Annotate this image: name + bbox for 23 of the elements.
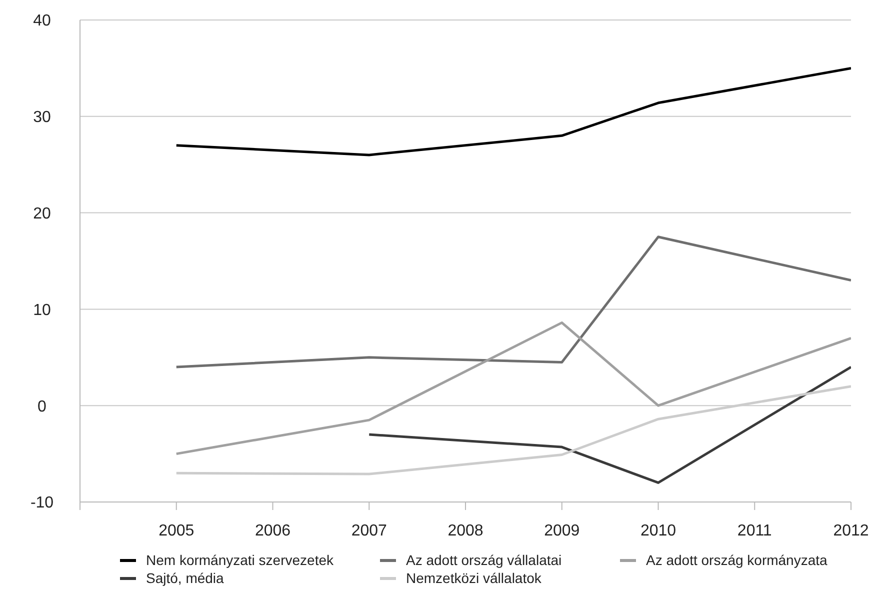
- x-tick-label: 2008: [448, 522, 484, 540]
- y-tick-label: 10: [33, 302, 51, 319]
- x-tick-label: 2010: [640, 522, 676, 540]
- legend-label: Nem kormányzati szervezetek: [145, 552, 335, 568]
- legend-label: Az adott ország kormányzata: [645, 552, 828, 568]
- legend-label: Az adott ország vállalatai: [405, 552, 563, 568]
- x-tick-label: 2005: [158, 522, 194, 540]
- x-tick-label: 2009: [544, 522, 580, 540]
- line-series: [368, 366, 851, 484]
- y-tick-label: -10: [30, 494, 54, 512]
- legend-label: Nemzetközi vállalatok: [405, 570, 542, 586]
- y-tick-label: 20: [33, 205, 51, 222]
- y-tick-label: 0: [38, 398, 47, 416]
- y-tick-label: 40: [33, 12, 51, 30]
- line-series: [175, 236, 851, 368]
- x-tick-label: 2012: [833, 522, 869, 540]
- legend-label: Sajtó, média: [145, 570, 225, 586]
- x-tick-label: 2007: [351, 522, 388, 540]
- x-tick-label: 2011: [737, 522, 772, 540]
- y-tick-label: 30: [33, 109, 51, 126]
- x-tick-label: 2006: [254, 522, 291, 540]
- line-series: [175, 321, 851, 456]
- line-series: [175, 66, 851, 156]
